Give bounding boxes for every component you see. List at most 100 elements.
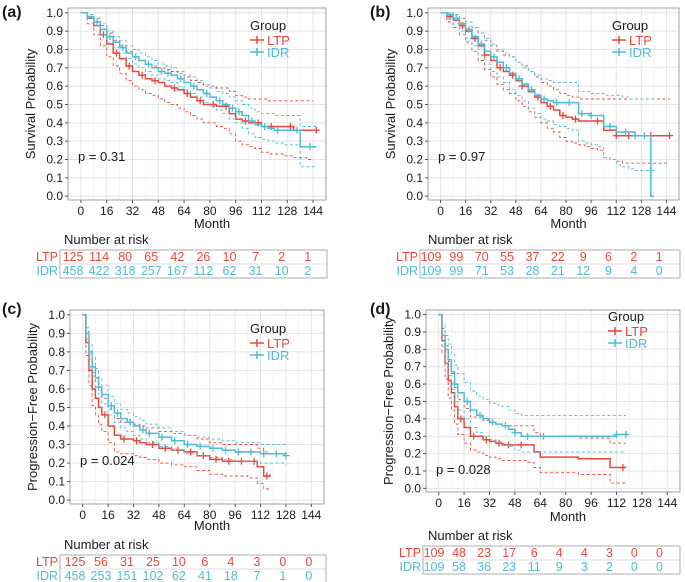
censor-mark [272, 450, 280, 458]
p-value: p = 0.028 [436, 462, 491, 477]
risk-value: 0 [656, 560, 663, 574]
censor-mark [263, 472, 271, 480]
risk-value: 3 [581, 560, 588, 574]
legend-label-idr: IDR [629, 45, 651, 60]
censor-mark [619, 464, 627, 472]
censor-mark [606, 122, 614, 130]
legend-label-ltp: LTP [267, 336, 290, 351]
censor-mark [190, 82, 198, 90]
censor-mark [274, 126, 282, 134]
x-tick-label: 16 [457, 496, 471, 510]
censor-mark [457, 415, 465, 423]
grid-lines [428, 8, 680, 200]
survival-line [80, 12, 317, 148]
legend-label-ltp: LTP [629, 33, 652, 48]
risk-value: 6 [201, 555, 208, 569]
censor-mark [515, 75, 523, 83]
y-tick-label: 0.5 [406, 97, 423, 111]
censor-mark [470, 432, 478, 440]
censor-mark [282, 452, 290, 460]
risk-value: 151 [117, 569, 138, 582]
ci-lower-line [80, 12, 314, 160]
y-tick-label: 0.8 [48, 345, 65, 359]
legend-key-ltp [250, 36, 264, 44]
series-ltp [80, 12, 320, 160]
survival-line [438, 313, 626, 437]
risk-value: 0 [631, 546, 638, 560]
x-tick-label: 80 [203, 508, 217, 522]
censor-mark [177, 75, 185, 83]
x-tick-label: 0 [435, 496, 442, 510]
censor-mark [149, 441, 157, 449]
censor-mark [587, 111, 595, 119]
x-tick-label: 144 [303, 204, 323, 218]
risk-value: 70 [475, 250, 489, 264]
x-axis-label: Month [194, 518, 230, 533]
risk-value: 109 [421, 250, 442, 264]
risk-table-title: Number at risk [64, 232, 149, 247]
risk-value: 12 [576, 264, 590, 278]
censor-mark [196, 97, 204, 105]
risk-value: 9 [580, 250, 587, 264]
censor-mark [107, 402, 115, 410]
censor-mark [164, 69, 172, 77]
censor-mark [145, 60, 153, 68]
censor-mark [119, 44, 127, 52]
y-tick-label: 0.2 [46, 152, 63, 166]
y-tick-label: 0.6 [46, 79, 63, 93]
y-tick-label: 0.1 [48, 475, 65, 489]
censor-mark [613, 430, 620, 438]
y-axis-label: Progression−Free Probability [25, 323, 40, 491]
censor-mark [183, 89, 191, 97]
censor-mark [306, 143, 314, 151]
y-tick-label: 1.0 [406, 6, 423, 20]
censor-mark [203, 89, 211, 97]
legend-label-ltp: LTP [267, 33, 290, 48]
censor-mark [496, 64, 504, 72]
y-tick-label: 0.8 [404, 342, 421, 356]
y-tick-label: 0.0 [406, 189, 423, 203]
censor-mark [625, 132, 633, 140]
censor-mark [546, 102, 554, 110]
x-tick-label: 144 [657, 496, 677, 510]
risk-value: 1 [304, 250, 311, 264]
censor-mark [528, 86, 536, 94]
censor-mark [477, 40, 485, 48]
censor-mark [248, 117, 256, 125]
risk-value: 31 [120, 555, 134, 569]
ci-upper-line [438, 314, 626, 416]
y-tick-label: 0.5 [48, 400, 65, 414]
censor-mark [666, 132, 674, 140]
risk-value: 10 [172, 555, 186, 569]
censor-mark [88, 363, 96, 371]
y-tick-label: 0.9 [404, 325, 421, 339]
censor-mark [287, 122, 295, 130]
risk-value: 25 [146, 555, 160, 569]
ci-lower-line [438, 314, 626, 453]
y-tick-label: 1.0 [48, 308, 65, 322]
censor-mark [452, 14, 460, 22]
y-tick-label: 0.1 [46, 171, 63, 185]
censor-mark [495, 439, 503, 447]
censor-mark [138, 71, 146, 79]
risk-value: 10 [275, 264, 289, 278]
risk-value: 253 [91, 569, 112, 582]
censor-mark [622, 430, 630, 438]
ci-upper-line [82, 314, 286, 445]
x-tick-label: 48 [152, 508, 166, 522]
risk-value: 422 [89, 264, 110, 278]
risk-value: 18 [224, 569, 238, 582]
risk-value: 58 [452, 560, 466, 574]
risk-value: 71 [475, 264, 489, 278]
censor-mark [139, 426, 147, 434]
legend-key-idr [250, 351, 264, 359]
risk-value: 109 [421, 264, 442, 278]
legend-key-idr [250, 48, 264, 56]
risk-value: 9 [556, 560, 563, 574]
censor-mark [640, 132, 648, 140]
y-tick-label: 0.2 [48, 456, 65, 470]
survival-line [440, 12, 654, 197]
x-tick-label: 96 [228, 508, 242, 522]
